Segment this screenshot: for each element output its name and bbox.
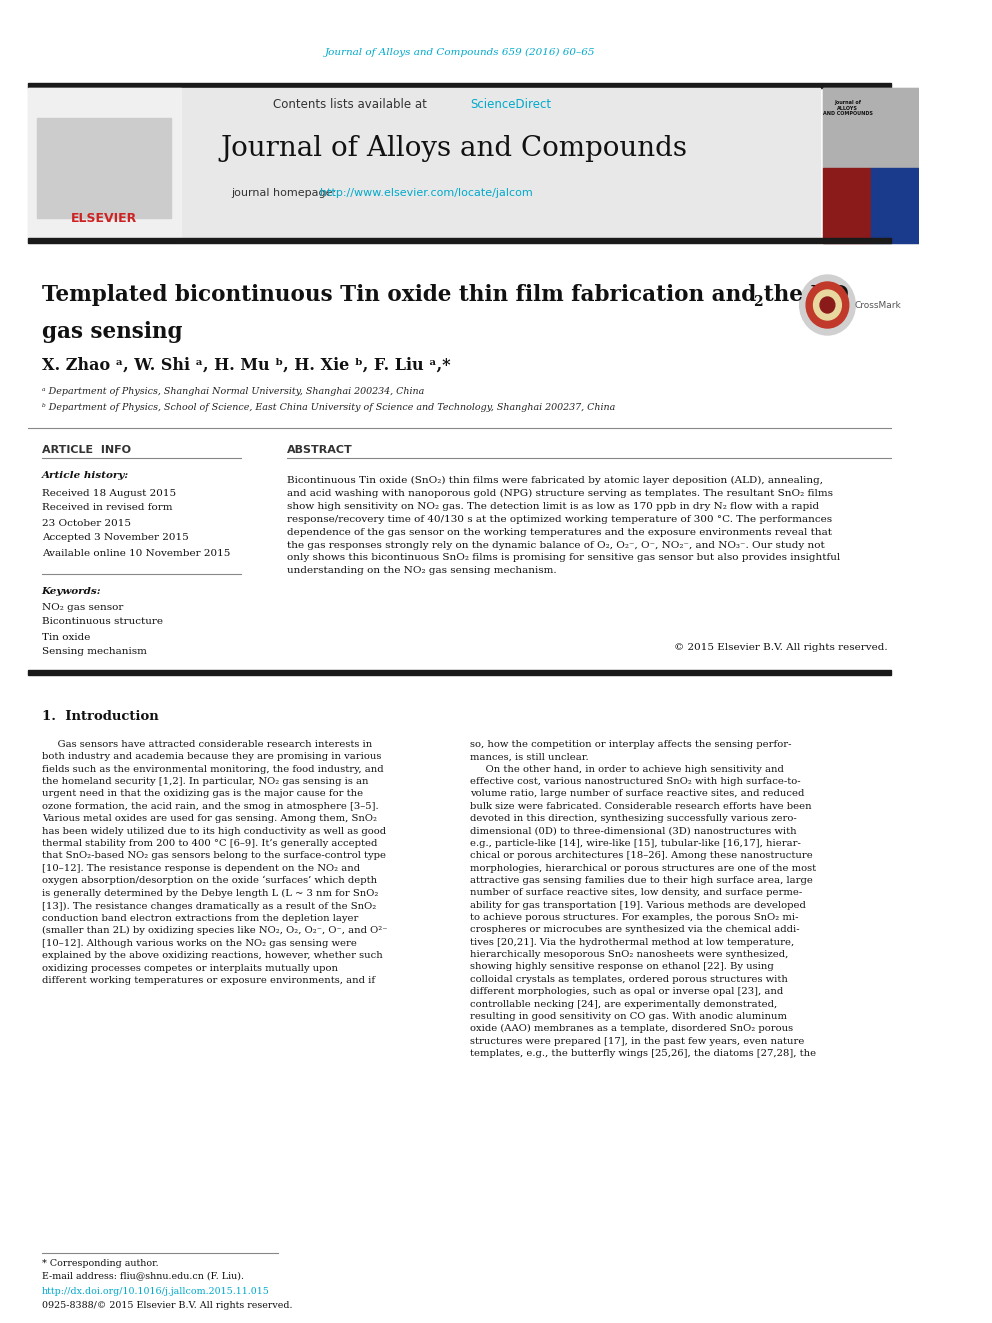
Text: ABSTRACT: ABSTRACT: [288, 445, 353, 455]
Text: © 2015 Elsevier B.V. All rights reserved.: © 2015 Elsevier B.V. All rights reserved…: [674, 643, 888, 652]
Text: Article history:: Article history:: [42, 471, 129, 480]
Text: 23 October 2015: 23 October 2015: [42, 519, 131, 528]
Circle shape: [820, 296, 835, 314]
Text: http://dx.doi.org/10.1016/j.jallcom.2015.11.015: http://dx.doi.org/10.1016/j.jallcom.2015…: [42, 1287, 270, 1297]
Text: gas sensing: gas sensing: [42, 321, 183, 343]
Text: ARTICLE  INFO: ARTICLE INFO: [42, 445, 131, 455]
Text: * Corresponding author.: * Corresponding author.: [42, 1258, 159, 1267]
Text: Gas sensors have attracted considerable research interests in
both industry and : Gas sensors have attracted considerable …: [42, 740, 387, 984]
Bar: [822, 89, 920, 243]
Text: Tin oxide: Tin oxide: [42, 632, 90, 642]
Text: http://www.elsevier.com/locate/jalcom: http://www.elsevier.com/locate/jalcom: [319, 188, 533, 198]
Text: 0925-8388/© 2015 Elsevier B.V. All rights reserved.: 0925-8388/© 2015 Elsevier B.V. All right…: [42, 1301, 293, 1310]
Bar: [28, 83, 892, 89]
Text: ELSEVIER: ELSEVIER: [70, 212, 137, 225]
Text: NO₂ gas sensor: NO₂ gas sensor: [42, 602, 123, 611]
Text: Received in revised form: Received in revised form: [42, 504, 173, 512]
Text: Keywords:: Keywords:: [42, 586, 101, 595]
Circle shape: [806, 282, 849, 328]
Text: Sensing mechanism: Sensing mechanism: [42, 647, 147, 656]
Circle shape: [813, 290, 841, 320]
Text: 2: 2: [753, 295, 763, 310]
Text: journal homepage:: journal homepage:: [232, 188, 340, 198]
Text: Templated bicontinuous Tin oxide thin film fabrication and the NO: Templated bicontinuous Tin oxide thin fi…: [42, 284, 848, 306]
Text: Journal of
ALLOYS
AND COMPOUNDS: Journal of ALLOYS AND COMPOUNDS: [823, 99, 873, 116]
Text: Journal of Alloys and Compounds: Journal of Alloys and Compounds: [220, 135, 687, 161]
Bar: [28, 669, 892, 675]
Text: Accepted 3 November 2015: Accepted 3 November 2015: [42, 533, 188, 542]
Text: 1.  Introduction: 1. Introduction: [42, 709, 159, 722]
Bar: [28, 238, 892, 243]
Text: so, how the competition or interplay affects the sensing perfor-
mances, is stil: so, how the competition or interplay aff…: [470, 740, 815, 1058]
Text: ᵃ Department of Physics, Shanghai Normal University, Shanghai 200234, China: ᵃ Department of Physics, Shanghai Normal…: [42, 388, 424, 397]
Text: ScienceDirect: ScienceDirect: [471, 98, 552, 111]
Text: E-mail address: fliu@shnu.edu.cn (F. Liu).: E-mail address: fliu@shnu.edu.cn (F. Liu…: [42, 1271, 244, 1281]
Text: Bicontinuous Tin oxide (SnO₂) thin films were fabricated by atomic layer deposit: Bicontinuous Tin oxide (SnO₂) thin films…: [288, 476, 840, 576]
Text: Received 18 August 2015: Received 18 August 2015: [42, 488, 176, 497]
Text: X. Zhao ᵃ, W. Shi ᵃ, H. Mu ᵇ, H. Xie ᵇ, F. Liu ᵃ,*: X. Zhao ᵃ, W. Shi ᵃ, H. Mu ᵇ, H. Xie ᵇ, …: [42, 356, 450, 373]
Bar: [28, 89, 181, 243]
Bar: [822, 168, 871, 243]
Circle shape: [800, 275, 855, 335]
Text: CrossMark: CrossMark: [854, 300, 901, 310]
Bar: [28, 89, 820, 243]
Text: Journal of Alloys and Compounds 659 (2016) 60–65: Journal of Alloys and Compounds 659 (201…: [324, 48, 595, 57]
Bar: [37, 118, 172, 218]
Bar: [871, 168, 920, 243]
Text: Contents lists available at: Contents lists available at: [274, 98, 431, 111]
Bar: [822, 89, 920, 168]
Text: Bicontinuous structure: Bicontinuous structure: [42, 618, 163, 627]
Text: ᵇ Department of Physics, School of Science, East China University of Science and: ᵇ Department of Physics, School of Scien…: [42, 402, 615, 411]
Text: Available online 10 November 2015: Available online 10 November 2015: [42, 549, 230, 557]
